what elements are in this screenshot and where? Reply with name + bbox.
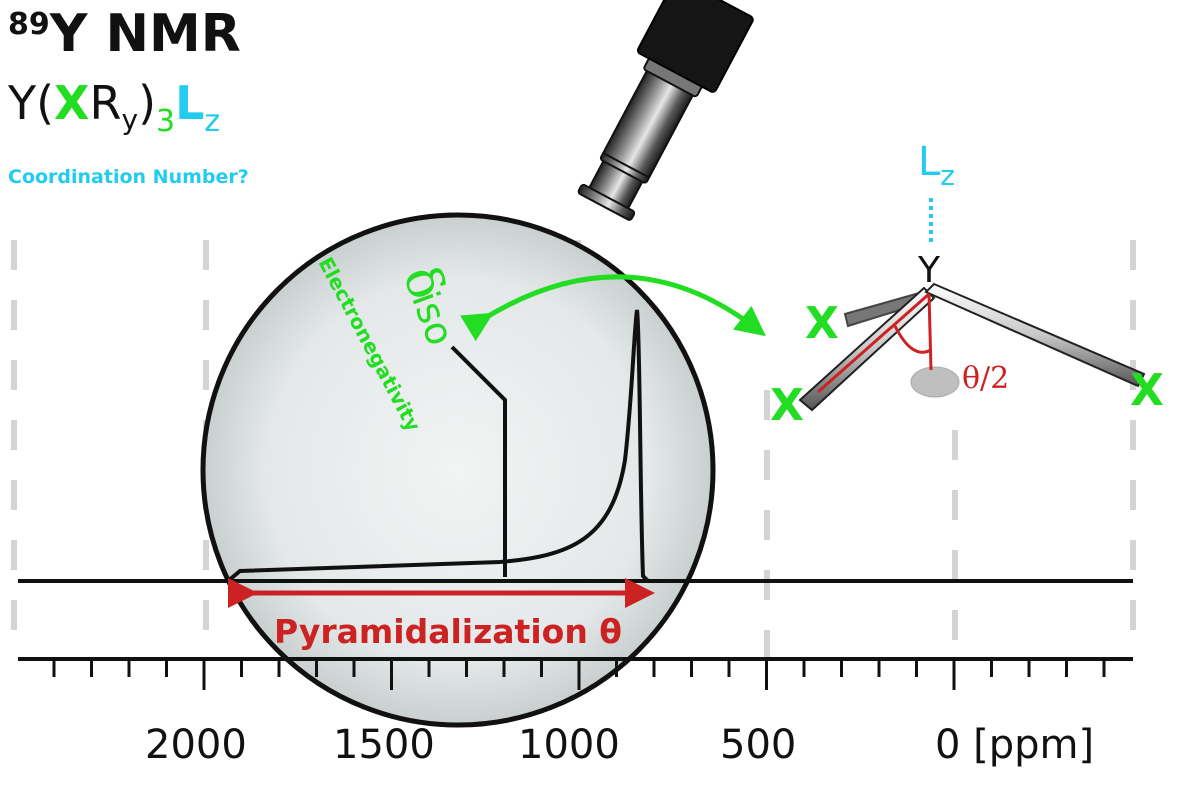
lone-pair-lobe: [910, 366, 960, 398]
formula-sub-z: z: [204, 104, 221, 139]
title: 89Y NMR: [8, 8, 241, 60]
ligand-x-right: X: [1130, 365, 1164, 416]
magnifier-rim: [200, 212, 716, 728]
correlation-arrow: [460, 274, 766, 342]
tick-label-0: 0 [ppm]: [935, 722, 1095, 768]
axis-ticks: [52, 659, 1106, 690]
ligand-x-back: X: [805, 298, 839, 349]
angle-arc: [893, 325, 932, 354]
formula: Y(XRy)3Lz: [8, 80, 220, 137]
pyramidalization-label: Pyramidalization θ: [274, 612, 622, 651]
isotope-superscript: 89: [8, 7, 50, 42]
molecule-l-sub: z: [940, 159, 955, 192]
formula-sub-3: 3: [156, 104, 176, 139]
isotropic-marker: [450, 345, 507, 577]
tick-label-2000: 2000: [145, 722, 247, 768]
coordination-question: Coordination Number?: [8, 166, 249, 188]
molecule-l: Lz: [918, 139, 955, 192]
tick-label-1500: 1500: [333, 722, 435, 768]
bond-right: [924, 282, 1146, 388]
tick-label-1000: 1000: [518, 722, 620, 768]
formula-l: L: [175, 76, 205, 130]
magnifier-handle: [577, 0, 754, 221]
formula-close: ): [138, 76, 157, 130]
angle-label: θ/2: [962, 361, 1009, 396]
formula-x: X: [54, 76, 90, 130]
formula-sub-y: y: [121, 103, 139, 136]
molecule: Lz θ/2 Y X X X: [770, 139, 1164, 431]
angle-axis: [927, 293, 933, 371]
molecule-y: Y: [917, 250, 941, 291]
spectrum-lineshape: [226, 309, 650, 583]
ligand-x-left: X: [770, 380, 804, 431]
tick-label-500: 500: [720, 722, 797, 768]
formula-y: Y(: [8, 76, 55, 130]
formula-r: R: [89, 76, 122, 130]
angle-arm: [817, 292, 930, 394]
title-label: Y NMR: [49, 4, 241, 64]
